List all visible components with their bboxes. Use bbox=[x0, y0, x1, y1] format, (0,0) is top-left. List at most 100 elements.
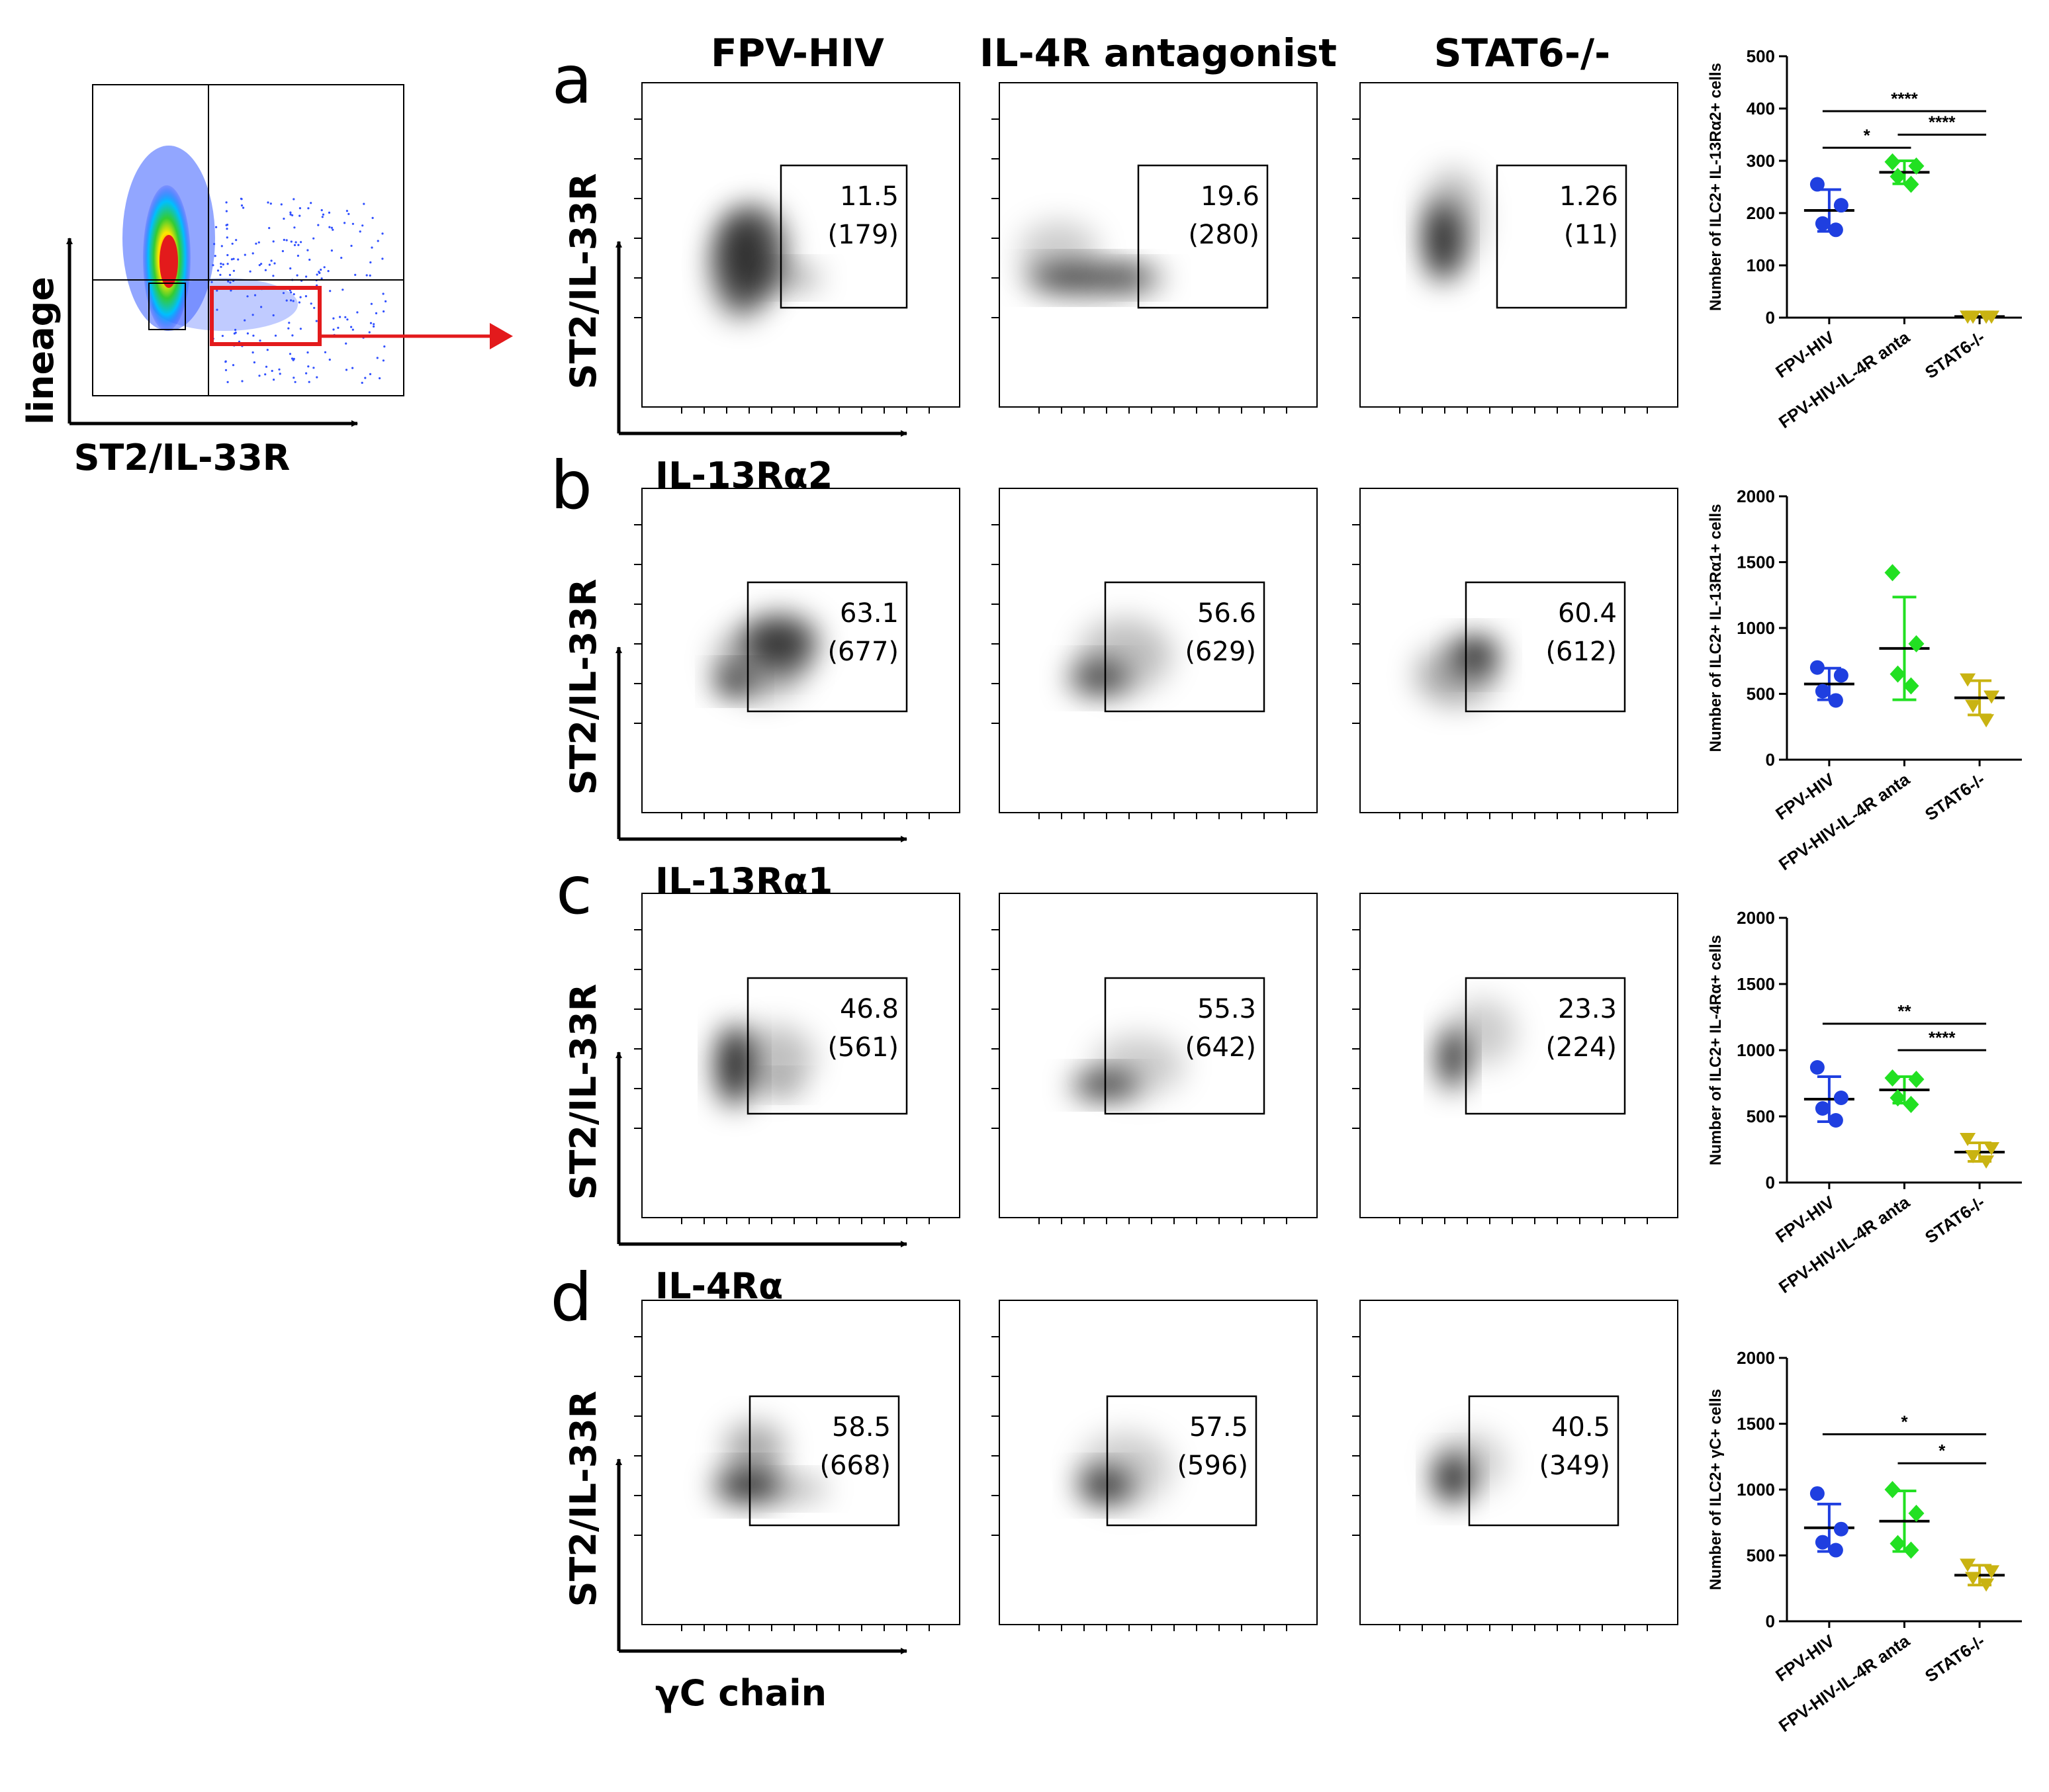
flow-panel: 60.4 (612) bbox=[1352, 488, 1678, 819]
event-dot bbox=[345, 342, 347, 345]
flow-panel-frame bbox=[1359, 82, 1678, 408]
event-dot bbox=[361, 381, 363, 384]
event-dot bbox=[300, 241, 302, 244]
gate-count: (612) bbox=[1545, 637, 1617, 667]
event-dot bbox=[371, 246, 373, 249]
y-tick-label: 2000 bbox=[1737, 486, 1775, 506]
data-point bbox=[1809, 1060, 1825, 1075]
y-tick-label: 1500 bbox=[1737, 974, 1775, 994]
event-dot bbox=[298, 301, 300, 304]
event-dot bbox=[382, 292, 385, 295]
event-dot bbox=[316, 273, 318, 276]
event-dot bbox=[258, 375, 261, 377]
event-dot bbox=[332, 228, 334, 231]
event-dot bbox=[296, 254, 299, 257]
column-header-fpv-hiv: FPV-HIV bbox=[711, 30, 884, 75]
event-dot bbox=[306, 351, 309, 354]
event-dot bbox=[342, 289, 344, 291]
event-dot bbox=[232, 364, 235, 367]
gate-count: (179) bbox=[827, 220, 899, 250]
significance-label: **** bbox=[1929, 1028, 1956, 1048]
event-dot bbox=[225, 224, 228, 226]
event-dot bbox=[351, 328, 354, 331]
event-dot bbox=[347, 212, 350, 215]
event-dot bbox=[289, 213, 292, 216]
event-dot bbox=[293, 244, 296, 246]
y-tick-label: 0 bbox=[1766, 308, 1775, 328]
event-dot bbox=[271, 369, 273, 373]
event-dot bbox=[329, 290, 332, 292]
event-dot bbox=[330, 226, 333, 229]
event-dot bbox=[293, 377, 295, 379]
event-dot bbox=[316, 376, 318, 379]
event-dot bbox=[330, 249, 333, 252]
data-point bbox=[1833, 1091, 1848, 1105]
event-dot bbox=[269, 202, 272, 205]
event-dot bbox=[308, 381, 310, 383]
event-dot bbox=[305, 372, 308, 375]
event-dot bbox=[259, 339, 261, 342]
gate-box bbox=[1137, 164, 1269, 309]
event-dot bbox=[230, 258, 233, 261]
density-blob bbox=[735, 1026, 814, 1092]
data-point bbox=[1884, 153, 1901, 171]
data-point bbox=[1965, 1150, 1981, 1163]
data-point bbox=[1978, 310, 1995, 324]
panel-letter-c: c bbox=[556, 852, 592, 929]
gate-count: (629) bbox=[1185, 637, 1256, 667]
event-dot bbox=[226, 236, 228, 239]
data-point bbox=[1960, 1133, 1976, 1146]
data-point bbox=[1815, 684, 1830, 699]
event-dot bbox=[283, 238, 285, 242]
flow-panel: 1.26 (11) bbox=[1352, 82, 1678, 414]
event-dot bbox=[253, 294, 257, 296]
event-dot bbox=[365, 274, 368, 277]
event-dot bbox=[383, 310, 385, 313]
series-1 bbox=[1879, 1069, 1930, 1113]
event-dot bbox=[361, 224, 364, 227]
event-dot bbox=[375, 312, 378, 314]
data-point bbox=[1908, 157, 1925, 175]
flow-panel: 58.5 (668) bbox=[634, 1300, 960, 1631]
density-blob bbox=[1079, 1433, 1171, 1505]
event-dot bbox=[382, 359, 385, 362]
event-dot bbox=[246, 332, 249, 335]
y-tick-label: 500 bbox=[1747, 46, 1775, 66]
data-point bbox=[1884, 1481, 1901, 1498]
event-dot bbox=[299, 296, 302, 298]
event-dot bbox=[293, 293, 295, 296]
event-dot bbox=[327, 270, 330, 273]
event-dot bbox=[328, 211, 331, 214]
event-dot bbox=[318, 271, 320, 273]
event-dot bbox=[264, 373, 267, 376]
density-blob bbox=[768, 266, 821, 290]
gate-percent: 23.3 bbox=[1558, 994, 1617, 1024]
event-dot bbox=[310, 302, 312, 305]
event-dot bbox=[268, 263, 271, 266]
y-tick-label: 500 bbox=[1747, 684, 1775, 704]
event-dot bbox=[255, 242, 257, 245]
significance-label: * bbox=[1938, 1441, 1946, 1460]
panel-letter-b: b bbox=[551, 447, 592, 524]
event-dot bbox=[289, 353, 292, 355]
gate-box bbox=[1106, 1395, 1257, 1527]
gate-box bbox=[780, 164, 908, 309]
event-dot bbox=[364, 377, 367, 379]
x-tick-label: FPV-HIV-IL-4R anta bbox=[1775, 327, 1913, 432]
panel-letter-d: d bbox=[551, 1259, 592, 1336]
gate-box bbox=[747, 581, 908, 713]
column-header-stat6: STAT6-/- bbox=[1434, 30, 1610, 75]
significance-label: **** bbox=[1929, 112, 1956, 132]
event-dot bbox=[279, 373, 281, 375]
event-dot bbox=[340, 257, 343, 259]
event-dot bbox=[251, 252, 254, 255]
event-dot bbox=[323, 266, 326, 269]
gate-percent: 56.6 bbox=[1197, 598, 1256, 629]
event-dot bbox=[244, 319, 246, 322]
data-point bbox=[1815, 216, 1830, 231]
density-blob bbox=[1079, 619, 1171, 692]
event-dot bbox=[251, 351, 254, 354]
x-tick-label: FPV-HIV bbox=[1772, 769, 1839, 824]
y-tick-label: 300 bbox=[1747, 151, 1775, 171]
